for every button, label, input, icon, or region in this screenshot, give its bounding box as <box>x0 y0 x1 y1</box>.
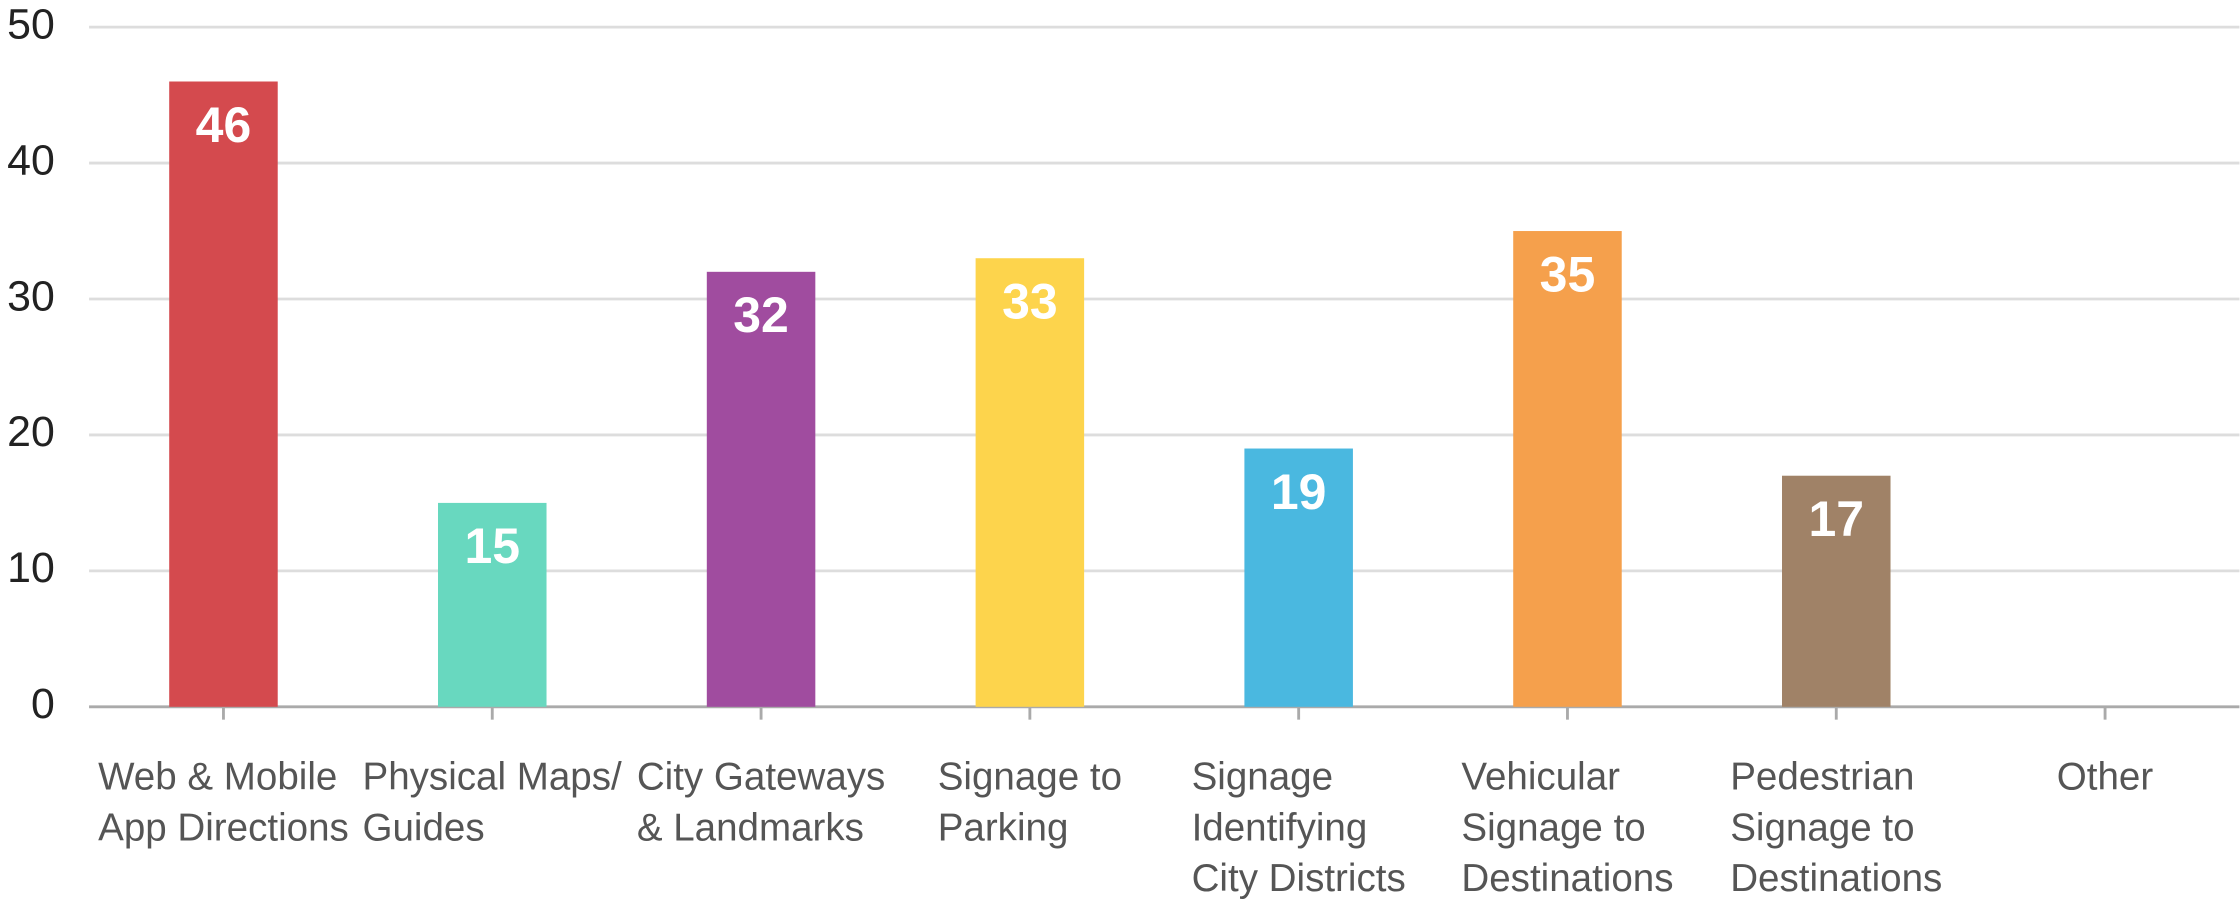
value-label: 17 <box>1808 491 1864 547</box>
bar <box>706 271 816 707</box>
bar <box>438 502 547 707</box>
y-tick-label: 0 <box>31 680 55 728</box>
bar <box>1782 475 1891 707</box>
value-label: 19 <box>1271 464 1327 520</box>
x-tick-label: Signage Identifying City Districts <box>1192 756 1406 900</box>
x-tick-label: City Gateways & Landmarks <box>637 756 885 850</box>
bar <box>169 81 278 707</box>
x-tick-label: Vehicular Signage to Destinations <box>1461 756 1673 900</box>
value-label: 35 <box>1540 246 1596 302</box>
x-tick-label: Signage to Parking <box>938 756 1122 850</box>
x-tick-label: Other <box>2057 756 2154 799</box>
y-tick-label: 20 <box>7 408 55 456</box>
x-tick-label: Web & Mobile App Directions <box>98 756 349 850</box>
x-tick-label: Pedestrian Signage to Destinations <box>1730 756 1942 900</box>
value-label: 32 <box>733 287 789 343</box>
bar <box>1244 448 1353 707</box>
bar <box>1513 231 1622 707</box>
x-tick-label: Physical Maps/Guides <box>363 756 623 850</box>
y-tick-label: 10 <box>7 544 55 592</box>
y-tick-label: 30 <box>7 272 55 320</box>
value-label: 33 <box>1002 274 1058 330</box>
value-label: 15 <box>464 518 520 574</box>
y-tick-label: 50 <box>7 0 55 48</box>
y-tick-label: 40 <box>7 136 55 184</box>
value-label: 46 <box>196 97 252 153</box>
bar <box>975 258 1085 707</box>
